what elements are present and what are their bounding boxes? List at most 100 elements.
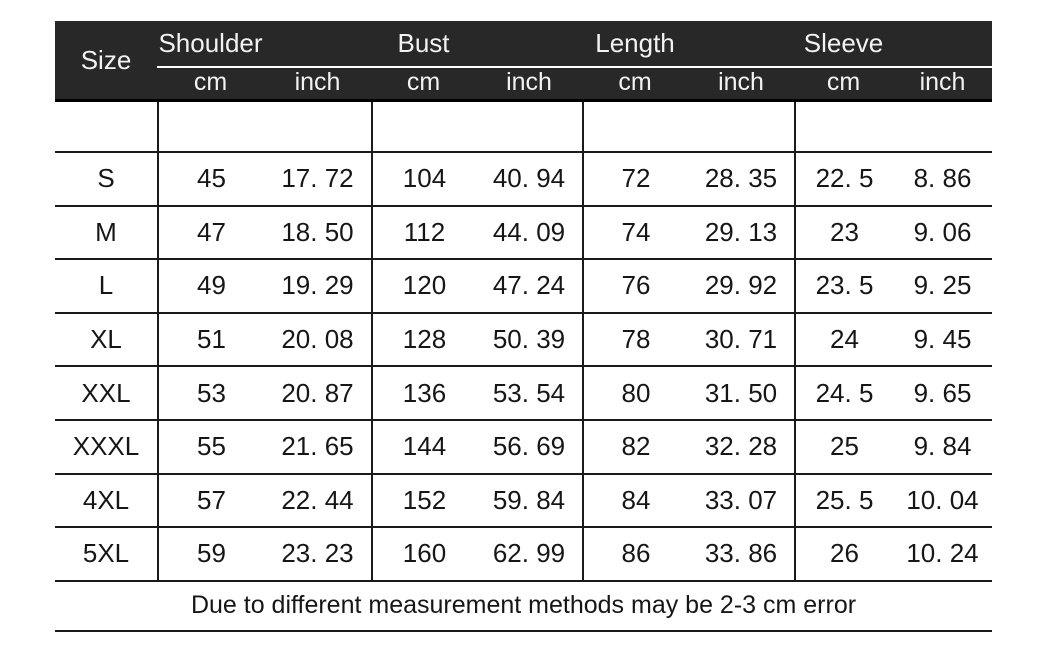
table-row: S 45 17. 72 104 40. 94 72 28. 35 22. 5 8… — [55, 153, 992, 207]
header-underline — [157, 66, 992, 68]
shoulder-inch-cell: 20. 08 — [281, 324, 354, 355]
shoulder-cm-cell: 57 — [157, 474, 264, 527]
sleeve-inch-cell: 10. 04 — [906, 484, 979, 515]
size-cell: S — [97, 163, 115, 194]
length-cm-cell: 82 — [582, 420, 688, 473]
shoulder-inch-header: inch — [294, 68, 341, 96]
empty-cell — [157, 102, 264, 151]
shoulder-inch-cell: 23. 23 — [281, 538, 354, 569]
sleeve-inch-header: inch — [919, 68, 966, 96]
sleeve-inch-cell: 9. 25 — [913, 270, 972, 301]
bust-cm-cell: 112 — [371, 206, 476, 259]
shoulder-cm-cell: 49 — [157, 260, 264, 312]
table-row: L 49 19. 29 120 47. 24 76 29. 92 23. 5 9… — [55, 260, 992, 314]
shoulder-cm-cell: 59 — [157, 528, 264, 580]
sleeve-inch-cell: 9. 45 — [913, 324, 972, 355]
size-cell: L — [98, 270, 114, 301]
length-cm-cell: 74 — [582, 206, 688, 259]
sleeve-group-header: Sleeve — [803, 28, 884, 58]
length-cm-cell: 76 — [582, 260, 688, 312]
length-inch-cell: 32. 28 — [704, 431, 778, 462]
bust-inch-cell: 62. 99 — [492, 538, 566, 569]
shoulder-cm-cell: 47 — [157, 206, 264, 259]
table-row: 5XL 59 23. 23 160 62. 99 86 33. 86 26 10… — [55, 528, 992, 582]
table-row: XXL 53 20. 87 136 53. 54 80 31. 50 24. 5… — [55, 367, 992, 421]
length-inch-cell: 30. 71 — [704, 324, 778, 355]
size-cell: XXL — [81, 377, 131, 408]
sleeve-cm-header: cm — [826, 68, 861, 96]
length-cm-cell: 80 — [582, 367, 688, 419]
length-inch-cell: 28. 35 — [704, 163, 778, 194]
empty-cell — [476, 102, 582, 151]
bust-cm-cell: 152 — [371, 474, 476, 527]
sleeve-inch-cell: 9. 84 — [913, 431, 972, 462]
length-inch-cell: 29. 13 — [704, 216, 778, 247]
shoulder-cm-cell: 55 — [157, 420, 264, 473]
bust-inch-header: inch — [506, 68, 552, 96]
shoulder-inch-cell: 19. 29 — [281, 270, 354, 301]
sleeve-cm-cell: 23 — [794, 206, 893, 259]
bust-inch-cell: 53. 54 — [492, 377, 566, 408]
table-row: XL 51 20. 08 128 50. 39 78 30. 71 24 9. … — [55, 313, 992, 368]
empty-cell — [688, 102, 794, 151]
bust-cm-cell: 160 — [371, 528, 476, 580]
sleeve-cm-cell: 24. 5 — [794, 367, 893, 419]
length-inch-cell: 33. 86 — [704, 538, 778, 569]
sleeve-cm-cell: 24 — [794, 313, 893, 366]
bust-cm-cell: 128 — [371, 313, 476, 366]
length-cm-cell: 86 — [582, 528, 688, 580]
empty-cell — [264, 102, 371, 151]
shoulder-inch-cell: 21. 65 — [281, 431, 354, 462]
empty-cell — [55, 102, 157, 151]
shoulder-inch-cell: 22. 44 — [281, 484, 354, 515]
footer-note: Due to different measurement methods may… — [55, 582, 992, 632]
size-cell: 5XL — [82, 538, 130, 569]
table-row: M 47 18. 50 112 44. 09 74 29. 13 23 9. 0… — [55, 206, 992, 261]
size-cell: M — [95, 216, 117, 247]
length-group-header: Length — [595, 28, 675, 58]
sleeve-inch-cell: 10. 24 — [906, 538, 979, 569]
size-cell: 4XL — [82, 484, 130, 515]
shoulder-cm-cell: 51 — [157, 313, 264, 366]
bust-inch-cell: 59. 84 — [492, 484, 566, 515]
empty-cell — [582, 102, 688, 151]
bust-cm-cell: 136 — [371, 367, 476, 419]
empty-cell — [893, 102, 992, 151]
bust-inch-cell: 40. 94 — [492, 163, 566, 194]
sleeve-cm-cell: 26 — [794, 528, 893, 580]
size-chart: Size Shoulder Bust Length Sleeve cm inch… — [55, 21, 992, 632]
shoulder-group-header: Shoulder — [158, 28, 263, 58]
empty-cell — [371, 102, 476, 151]
shoulder-cm-cell: 45 — [157, 153, 264, 205]
sleeve-cm-cell: 22. 5 — [794, 153, 893, 205]
bust-group-header: Bust — [397, 28, 450, 58]
size-cell: XL — [90, 324, 122, 355]
table-header: Size Shoulder Bust Length Sleeve cm inch… — [55, 21, 992, 102]
length-inch-cell: 33. 07 — [704, 484, 778, 515]
shoulder-inch-cell: 20. 87 — [281, 377, 354, 408]
length-inch-cell: 29. 92 — [704, 270, 778, 301]
table-row: XXXL 55 21. 65 144 56. 69 82 32. 28 25 9… — [55, 420, 992, 475]
shoulder-cm-header: cm — [193, 68, 228, 96]
empty-cell — [794, 102, 893, 151]
bust-inch-cell: 44. 09 — [492, 216, 566, 247]
bust-cm-header: cm — [406, 68, 441, 96]
length-cm-cell: 84 — [582, 474, 688, 527]
bust-cm-cell: 144 — [371, 420, 476, 473]
sleeve-inch-cell: 8. 86 — [913, 163, 972, 194]
length-inch-header: inch — [718, 68, 764, 96]
bust-inch-cell: 56. 69 — [492, 431, 566, 462]
bust-cm-cell: 104 — [371, 153, 476, 205]
shoulder-cm-cell: 53 — [157, 367, 264, 419]
shoulder-inch-cell: 17. 72 — [281, 163, 354, 194]
sleeve-inch-cell: 9. 06 — [913, 216, 972, 247]
spacer-row — [55, 102, 992, 153]
length-inch-cell: 31. 50 — [704, 377, 778, 408]
size-column-header: Size — [80, 44, 132, 75]
sleeve-cm-cell: 25 — [794, 420, 893, 473]
bust-inch-cell: 47. 24 — [492, 270, 566, 301]
bust-cm-cell: 120 — [371, 260, 476, 312]
sleeve-cm-cell: 25. 5 — [794, 474, 893, 527]
sleeve-inch-cell: 9. 65 — [913, 377, 972, 408]
length-cm-header: cm — [618, 68, 652, 96]
